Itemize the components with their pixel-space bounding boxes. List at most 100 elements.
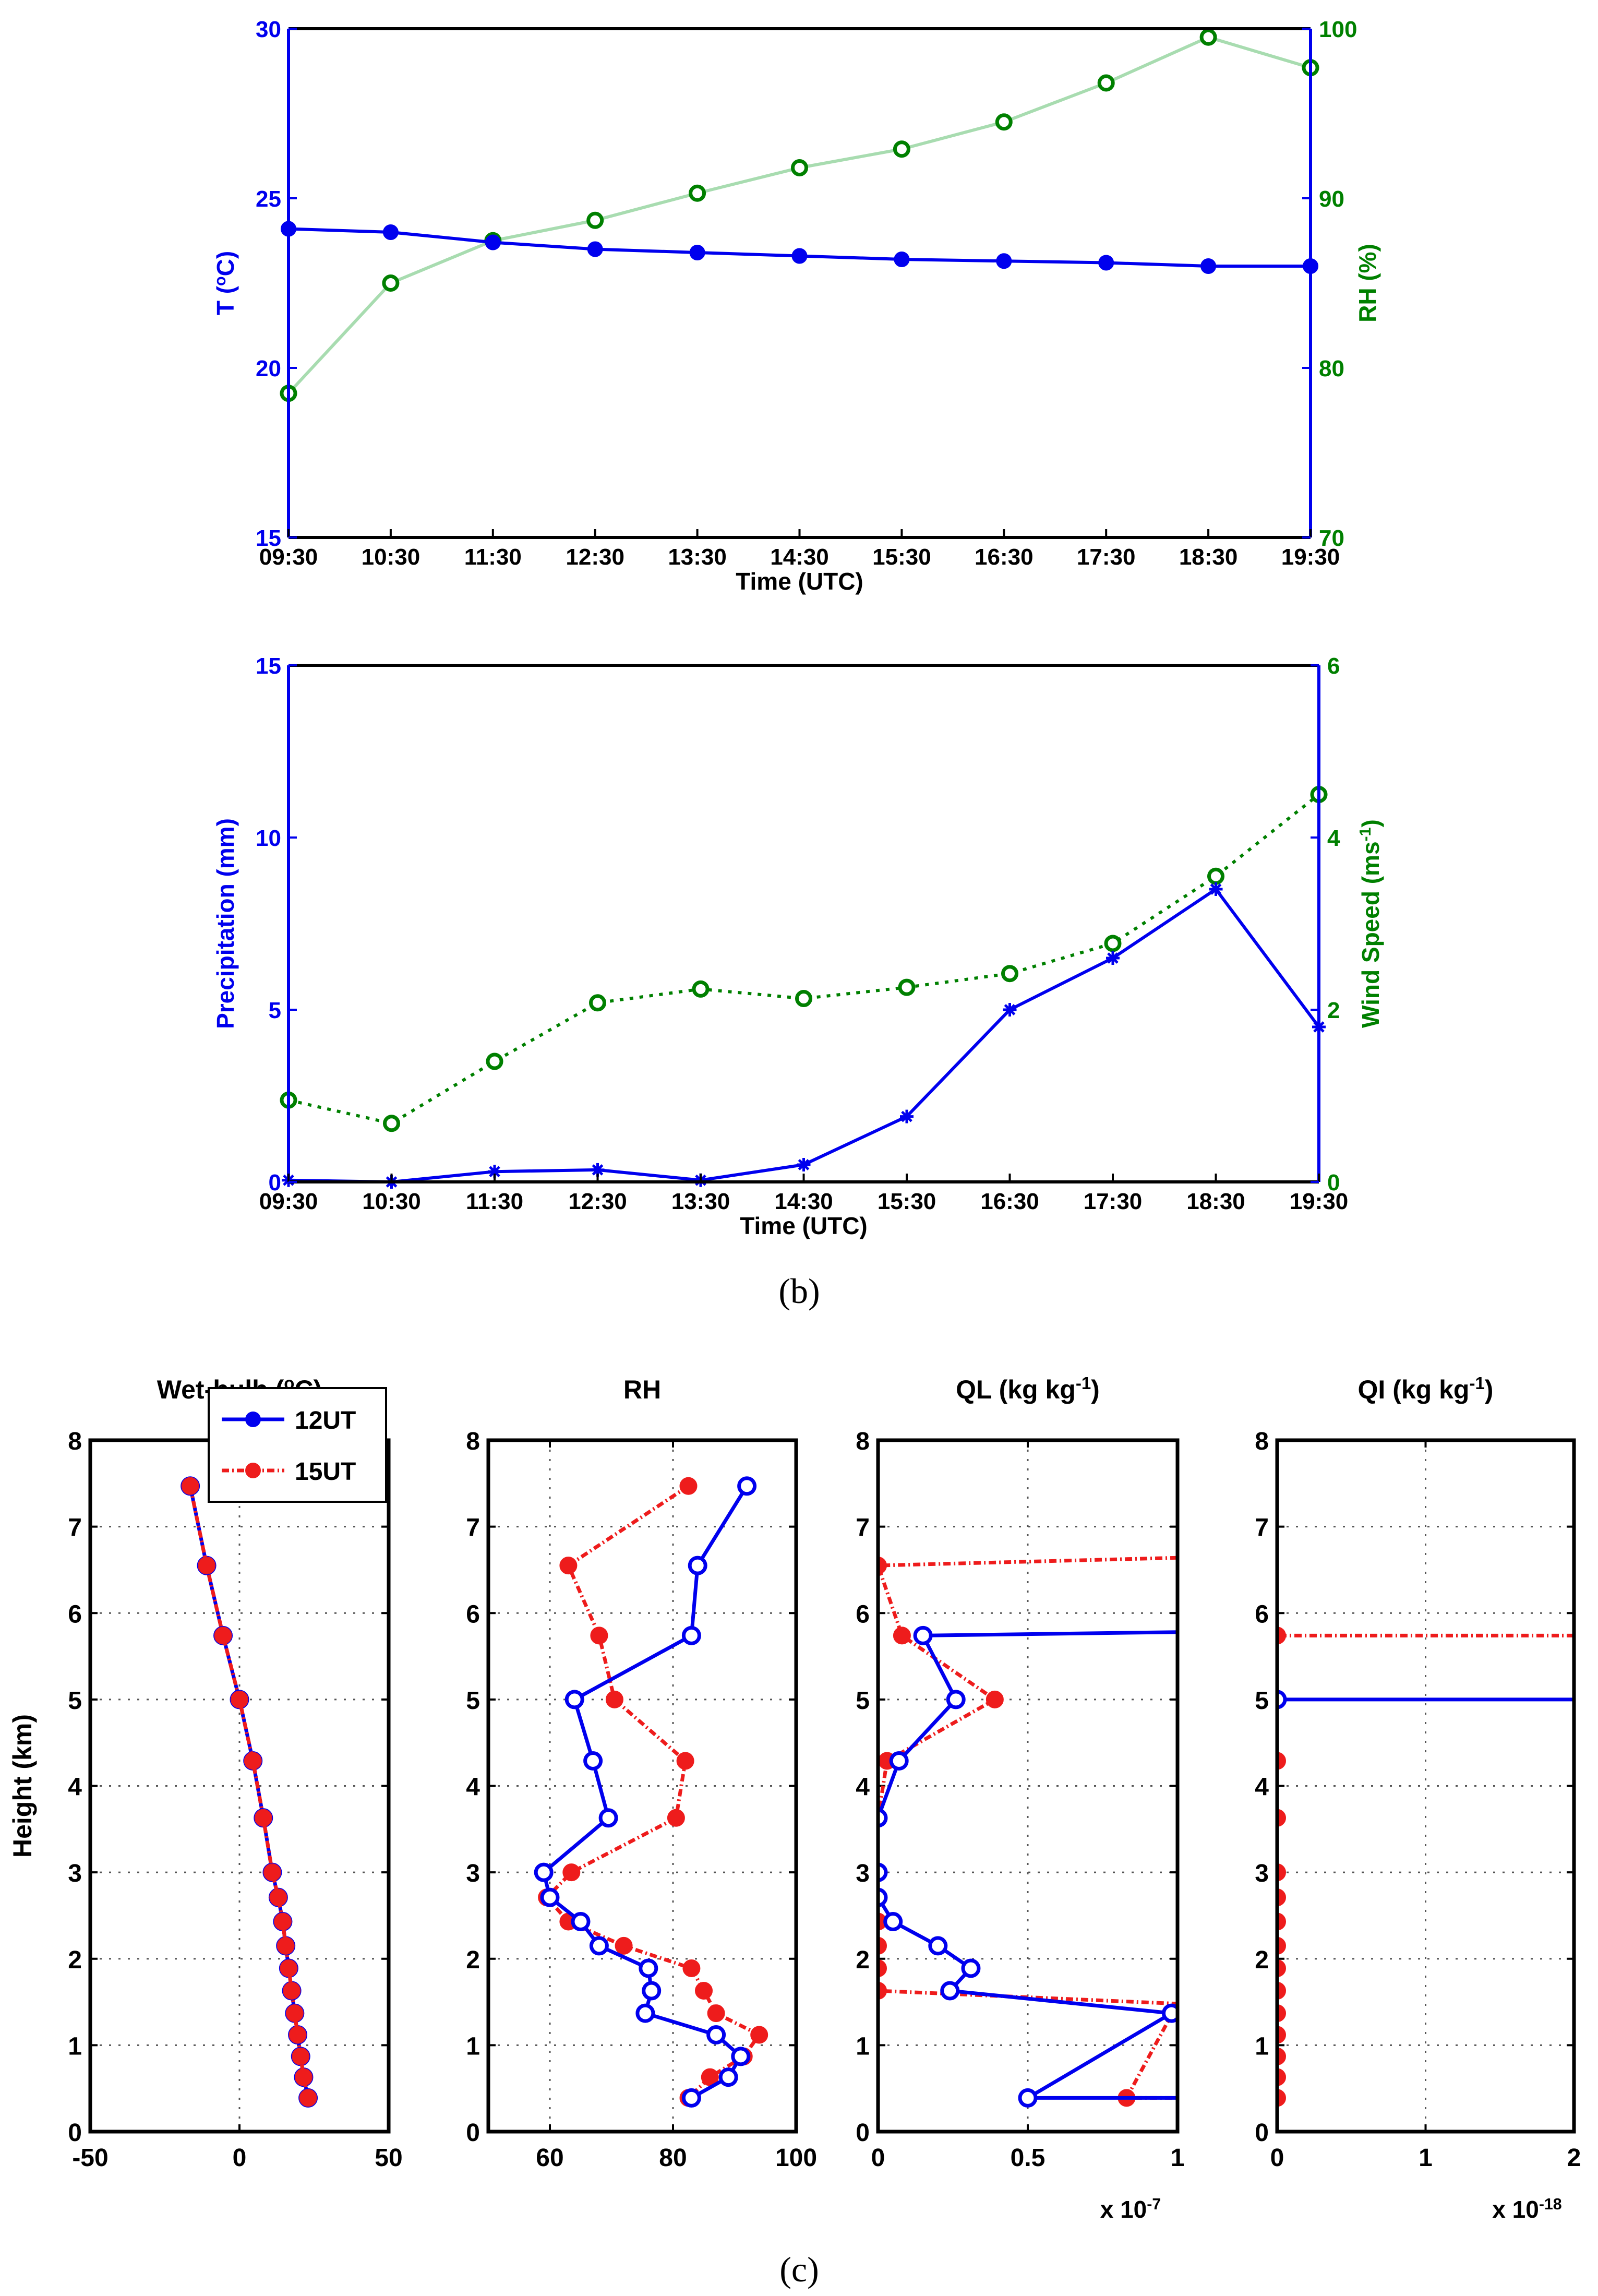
wetbulb-y-tick-label: 7 <box>68 1514 82 1542</box>
ql-profile-15ut-point <box>893 1627 911 1645</box>
legend-12ut-marker <box>245 1412 261 1427</box>
wetbulb-15ut-point <box>299 2089 317 2107</box>
temp-rh-x-tick-label: 12:30 <box>566 544 624 570</box>
wetbulb-15ut-point <box>231 1691 248 1708</box>
ql-profile-12ut-point <box>1162 2003 1178 2023</box>
wetbulb-15ut-point <box>263 1864 281 1881</box>
caption-b: (b) <box>778 1271 820 1311</box>
temp-rh-rh-point <box>893 140 910 158</box>
temp-rh-y2-tick-label: 100 <box>1319 17 1357 42</box>
rh-profile-plot-area <box>534 1476 768 2108</box>
ql-profile-x-tick-label: 0 <box>871 2144 885 2172</box>
wetbulb-15ut-point <box>255 1809 272 1826</box>
temp-rh-t-point <box>689 245 705 260</box>
rh-profile-x-tick-label: 100 <box>775 2144 817 2172</box>
qi-profile-y-tick-label: 0 <box>1255 2119 1269 2147</box>
rh-profile-y-tick-label: 8 <box>466 1428 480 1455</box>
precip-wind-y-tick-label: 10 <box>256 826 281 851</box>
temp-rh-t-point <box>485 234 501 250</box>
rh-profile-15ut-point <box>707 2004 725 2023</box>
wetbulb-15ut-point <box>295 2068 312 2086</box>
qi-profile-y-tick-label: 8 <box>1255 1428 1269 1455</box>
rh-profile-15ut-point <box>682 1959 701 1977</box>
qi-profile-x-tick-label: 0 <box>1270 2144 1284 2172</box>
temp-rh-rh-point <box>1199 28 1217 46</box>
rh-profile-y-tick-label: 1 <box>466 2032 480 2060</box>
temp-rh-rh-point <box>586 211 604 229</box>
rh-profile-15ut-point <box>590 1627 608 1645</box>
star-marker-stroke <box>1210 883 1222 895</box>
precip-wind-wind-speed-point <box>795 990 812 1008</box>
qi-profile-15ut-point <box>1277 1863 1286 1882</box>
rh-profile-15ut-line <box>545 1484 761 2099</box>
qi-profile-15ut-point <box>1277 1959 1286 1977</box>
temp-rh-rh-point <box>995 113 1013 131</box>
ql-profile-12ut-point <box>883 1912 903 1932</box>
ql-profile-x-multiplier: x 10-7 <box>1100 2196 1161 2223</box>
ql-profile-x-tick-label: 0.5 <box>1011 2144 1046 2172</box>
temp-rh-x-tick-label: 11:30 <box>464 544 522 570</box>
temp-rh-t-point <box>1200 258 1217 274</box>
temp-rh-t-point <box>894 252 910 267</box>
precip-wind-x-tick-label: 13:30 <box>671 1189 730 1214</box>
ql-profile-title: QL (kg kg-1) <box>956 1373 1100 1405</box>
ql-profile-15ut-point <box>878 1959 887 1977</box>
precip-wind-x-tick-label: 10:30 <box>362 1189 421 1214</box>
ql-profile-15ut-point <box>986 1690 1004 1708</box>
precip-wind-precipitation-line <box>288 888 1320 1183</box>
ql-profile-y-tick-label: 0 <box>856 2119 870 2147</box>
temp-rh-t-point <box>587 241 603 257</box>
precip-wind-y2-tick-label: 4 <box>1327 826 1340 851</box>
rh-profile-15ut-point <box>615 1936 633 1955</box>
legend-box <box>208 1387 387 1503</box>
qi-profile-12ut-point <box>1277 1690 1287 1709</box>
temp-rh-y2-tick-label: 70 <box>1319 525 1344 551</box>
rh-profile-15ut-point <box>679 1477 698 1495</box>
temp-rh-x-tick-label: 17:30 <box>1077 544 1136 570</box>
ql-profile-12ut-point <box>878 1887 888 1907</box>
temp-rh-y-tick-label: 30 <box>256 17 281 42</box>
ql-profile-y-tick-label: 6 <box>856 1600 870 1628</box>
qi-profile-y-tick-label: 7 <box>1255 1514 1269 1542</box>
precip-wind-wind-speed-point <box>383 1115 400 1132</box>
height-axis-label: Height (km) <box>8 1714 37 1858</box>
rh-profile-frame <box>486 1438 798 2134</box>
rh-profile-12ut-point <box>540 1887 560 1907</box>
wetbulb-y-tick-label: 3 <box>68 1860 82 1887</box>
qi-profile-plot-area <box>1277 1627 1574 2107</box>
rh-profile-x-tick-label: 80 <box>659 2144 687 2172</box>
precip-wind-x-tick-label: 11:30 <box>466 1189 523 1214</box>
ql-profile-12ut-point <box>878 1862 888 1882</box>
rh-profile-12ut-point <box>598 1808 618 1828</box>
ql-profile-12ut-point <box>889 1751 909 1771</box>
rh-profile-y-tick-label: 7 <box>466 1514 480 1542</box>
precip-wind-wind-speed-point <box>486 1053 503 1070</box>
ql-profile-y-tick-label: 8 <box>856 1428 870 1455</box>
qi-profile-15ut-point <box>1277 2026 1286 2044</box>
rh-profile-15ut-point <box>676 1752 694 1770</box>
rh-profile-12ut-point <box>589 1936 609 1956</box>
rh-profile-12ut-point <box>681 1625 701 1645</box>
temp-rh-t-point <box>382 224 399 240</box>
temp-rh-x-tick-label: 16:30 <box>975 544 1034 570</box>
rh-profile-12ut-point <box>564 1690 584 1709</box>
rh-profile-12ut-point <box>583 1751 603 1771</box>
temp-rh-x-tick-label: 18:30 <box>1179 544 1238 570</box>
temp-rh-t-point <box>996 253 1012 269</box>
star-marker-stroke <box>592 1164 604 1176</box>
precip-wind-wind-speed-point <box>1104 935 1122 952</box>
wetbulb-15ut-point <box>270 1889 287 1906</box>
temp-rh-rh-point <box>791 159 808 176</box>
qi-profile-15ut-point <box>1277 2004 1286 2023</box>
qi-profile-15ut-point <box>1277 1912 1286 1931</box>
wetbulb-plot-area <box>181 1476 318 2108</box>
rh-profile-12ut-point <box>731 2047 751 2066</box>
precip-wind-y-tick-label: 15 <box>256 653 281 679</box>
qi-profile-y-tick-label: 1 <box>1255 2032 1269 2060</box>
star-marker-stroke <box>1004 1004 1016 1015</box>
ql-profile-12ut-line <box>878 1630 1178 2100</box>
rh-profile-15ut-point <box>667 1809 685 1827</box>
ql-profile-y-tick-label: 2 <box>856 1946 870 1974</box>
rh-profile-y-tick-label: 3 <box>466 1860 480 1887</box>
temp-rh-x-axis-label: Time (UTC) <box>736 568 863 595</box>
